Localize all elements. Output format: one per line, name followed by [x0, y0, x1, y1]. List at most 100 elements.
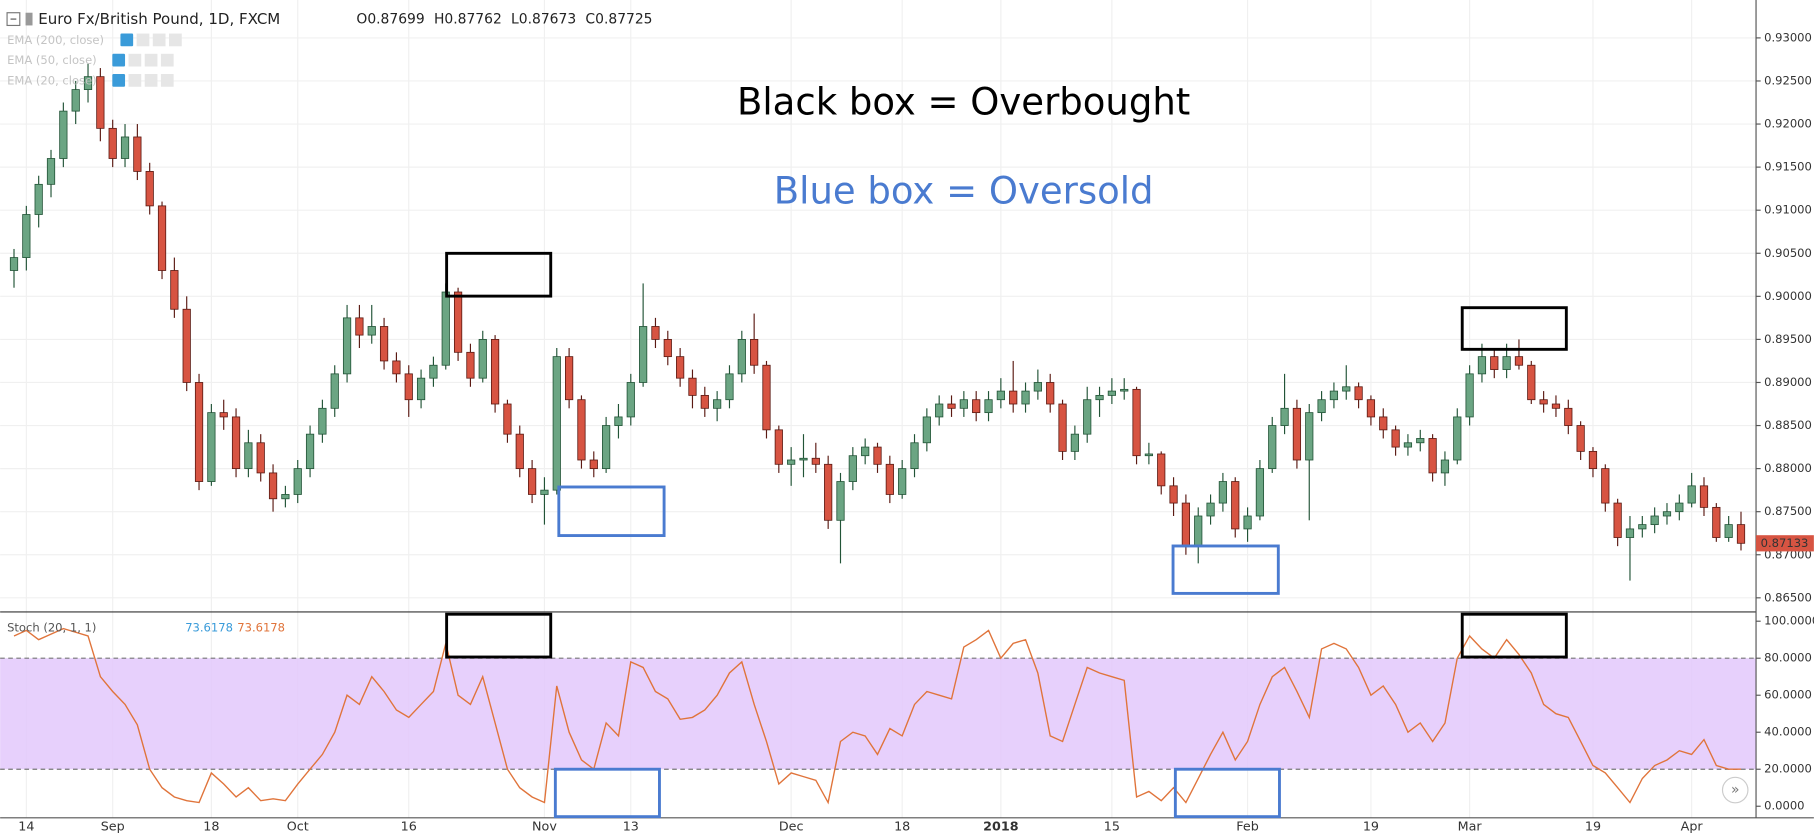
candle-body [713, 399, 722, 409]
candle-body [540, 489, 549, 495]
candle-body [861, 446, 870, 457]
y-tick-label: 20.0000 [1764, 762, 1812, 776]
candle-body [639, 326, 648, 383]
candle-body [490, 338, 500, 405]
candle-body [71, 89, 80, 112]
y-tick-label: 80.0000 [1764, 651, 1812, 665]
indicator-button[interactable] [128, 53, 142, 67]
candle-body [404, 373, 413, 401]
candle-body [1280, 407, 1289, 426]
candle-body [1650, 515, 1659, 526]
candle-body [737, 338, 746, 375]
indicator-button[interactable] [144, 53, 158, 67]
candle-body [898, 468, 907, 495]
candle-body [1416, 438, 1425, 444]
candle-body [231, 416, 241, 470]
candle-body [787, 459, 796, 465]
y-tick-label: 0.90500 [1764, 246, 1812, 260]
indicator-name: EMA (20, close) [7, 73, 97, 87]
candle-body [392, 360, 401, 375]
candle-body [762, 364, 771, 431]
candle-body [1687, 485, 1696, 504]
candle-body [1206, 502, 1215, 517]
candle-body [972, 399, 981, 414]
candle-body [1539, 399, 1548, 405]
candle-body [577, 399, 586, 461]
candle-body [1218, 481, 1228, 504]
candle-body [466, 351, 475, 379]
candle-body [1157, 453, 1166, 487]
candle-body [379, 326, 389, 362]
indicator-button[interactable] [169, 33, 182, 47]
candle-body [293, 468, 302, 495]
scroll-button[interactable] [1721, 776, 1749, 804]
ohlc-readout: O0.87699 H0.87762 L0.87673 C0.87725 [356, 12, 652, 28]
overbought-box [445, 251, 553, 298]
visibility-toggle[interactable] [120, 33, 134, 47]
candle-body [9, 257, 19, 271]
candle-body [1588, 450, 1598, 470]
y-tick-label: 0.91500 [1764, 160, 1812, 174]
candle-body [268, 472, 278, 500]
candle-body [1699, 485, 1709, 508]
candle-body [1181, 502, 1191, 547]
candle-body [34, 183, 43, 215]
candle-body [1058, 403, 1067, 452]
candle-body [1440, 459, 1450, 474]
candle-body [1490, 356, 1499, 370]
y-tick-label: 0.91000 [1764, 203, 1812, 217]
oversold-box [1173, 767, 1281, 819]
candle-body [663, 338, 672, 358]
candle-body [676, 356, 685, 379]
ohlc-value: 0.87725 [595, 12, 652, 28]
x-tick-label: 13 [623, 819, 639, 834]
x-tick-label: Mar [1458, 819, 1483, 834]
candle-body [1070, 433, 1079, 452]
candle-body [1736, 524, 1746, 544]
candle-body [848, 455, 857, 482]
annotation-boxes [445, 251, 1568, 819]
candle-body [996, 390, 1005, 401]
candle-body [750, 338, 759, 366]
candle-body [1428, 438, 1437, 474]
level-band [0, 658, 1757, 770]
overbought-box [1460, 612, 1568, 659]
candle-body [1132, 388, 1141, 457]
indicator-button[interactable] [144, 74, 158, 87]
indicator-name: EMA (50, close) [7, 53, 97, 67]
candle-body [157, 205, 167, 271]
candle-body [83, 76, 93, 90]
candle-body [1120, 388, 1129, 392]
candle-body [429, 364, 438, 379]
symbol-title: Euro Fx/British Pound, 1D, FXCM [38, 10, 280, 28]
candle-body [108, 127, 117, 159]
candle-body [1169, 485, 1178, 504]
candle-body [281, 494, 290, 500]
oversold-box [1171, 544, 1280, 595]
ohlc-label: L [511, 12, 519, 28]
indicator-button[interactable] [128, 74, 142, 87]
annotation: Blue box = Oversold [774, 170, 1154, 213]
y-tick-label: 100.0000 [1764, 614, 1814, 628]
indicator-button[interactable] [160, 74, 174, 87]
candle-body [22, 214, 31, 258]
indicator-button[interactable] [160, 53, 174, 67]
candle-body [873, 446, 882, 465]
candle-body [1638, 524, 1647, 530]
visibility-toggle[interactable] [112, 74, 126, 87]
candle-body [256, 442, 265, 474]
annotation: Black box = Overbought [737, 81, 1190, 124]
marks [9, 63, 1746, 805]
y-tick-label: 0.88000 [1764, 461, 1812, 475]
candle-body [1231, 481, 1240, 530]
candle-body [453, 291, 463, 353]
candle-body [1083, 399, 1092, 435]
stoch-band [0, 657, 1757, 770]
last-price-label: 0.87133 [1761, 536, 1809, 550]
ohlc-label: C [585, 12, 595, 28]
candle-body [626, 382, 635, 418]
visibility-toggle[interactable] [112, 53, 126, 67]
indicator-button[interactable] [136, 33, 150, 47]
candle-body [416, 377, 426, 401]
indicator-button[interactable] [152, 33, 166, 47]
